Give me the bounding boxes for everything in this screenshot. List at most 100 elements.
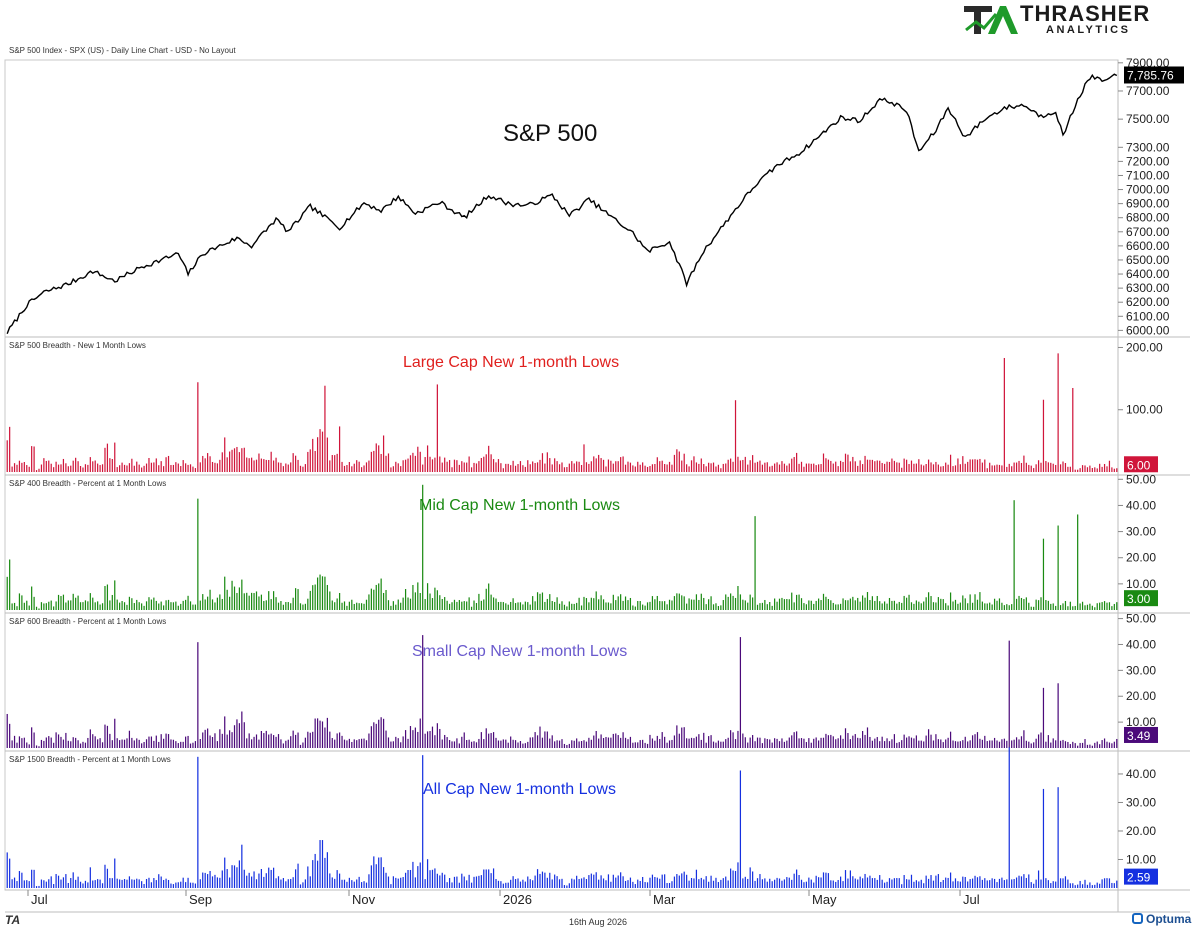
- bar: [175, 462, 177, 472]
- bar: [150, 882, 153, 888]
- bar: [595, 730, 597, 748]
- bar: [908, 594, 910, 610]
- bar: [566, 885, 568, 888]
- bar: [1028, 464, 1030, 472]
- bar: [233, 865, 236, 888]
- bar: [1052, 738, 1054, 748]
- bar: [813, 738, 815, 748]
- bar: [136, 738, 138, 748]
- bar: [1108, 602, 1111, 610]
- bar: [1057, 683, 1059, 748]
- bar: [207, 453, 209, 472]
- bar: [453, 459, 456, 472]
- bar: [840, 735, 842, 748]
- bar: [13, 602, 16, 610]
- bar: [172, 464, 175, 472]
- bar: [649, 877, 651, 888]
- bar: [796, 594, 798, 610]
- bar: [840, 603, 842, 610]
- bar: [935, 734, 937, 748]
- bar: [55, 461, 57, 472]
- bar: [681, 595, 683, 610]
- bar: [302, 742, 304, 748]
- bar: [976, 732, 979, 748]
- bar: [1074, 885, 1076, 888]
- bar: [194, 741, 197, 748]
- bar: [632, 881, 634, 888]
- bar: [791, 458, 793, 472]
- bar: [519, 741, 522, 748]
- bar: [57, 875, 60, 888]
- price-y-tick-label: 7000.00: [1126, 183, 1170, 197]
- bar: [688, 738, 690, 748]
- bar: [1037, 870, 1040, 888]
- bar: [524, 466, 526, 472]
- bar: [666, 742, 668, 748]
- bar: [615, 733, 617, 748]
- bar: [43, 458, 45, 472]
- bar: [849, 739, 851, 748]
- bar: [248, 733, 250, 748]
- bar: [964, 463, 966, 472]
- bar: [847, 878, 849, 888]
- bar: [360, 603, 363, 610]
- bar: [556, 740, 558, 748]
- bar: [302, 882, 304, 888]
- bar: [304, 879, 306, 888]
- bar: [634, 466, 636, 472]
- bar: [908, 879, 910, 888]
- bar: [209, 735, 211, 748]
- bar: [869, 736, 871, 748]
- bar: [527, 602, 529, 610]
- bar: [998, 598, 1001, 610]
- bar: [453, 741, 456, 748]
- bar: [290, 462, 292, 472]
- bar: [221, 598, 223, 610]
- bar: [859, 601, 861, 610]
- bar: [326, 584, 328, 610]
- bar: [661, 601, 663, 610]
- bar: [800, 879, 803, 888]
- bar: [703, 597, 705, 610]
- bar: [683, 871, 685, 888]
- bar: [668, 740, 671, 748]
- bar: [104, 864, 106, 888]
- bar: [314, 718, 316, 748]
- bar: [197, 498, 199, 610]
- bar: [715, 466, 717, 472]
- bar: [448, 603, 451, 610]
- bar: [492, 732, 495, 748]
- bar: [158, 465, 160, 472]
- bar: [742, 878, 744, 888]
- bar: [378, 445, 380, 472]
- bar: [229, 451, 231, 472]
- bar: [109, 458, 111, 472]
- bar: [595, 458, 597, 472]
- bar: [573, 740, 575, 748]
- bar: [940, 598, 942, 610]
- bar: [722, 600, 724, 610]
- bar: [539, 459, 541, 472]
- bar: [312, 731, 314, 748]
- bar-y-tick-label: 40.00: [1126, 767, 1156, 781]
- bar: [715, 603, 717, 610]
- bar: [876, 460, 878, 472]
- bar: [133, 465, 135, 472]
- bar: [1050, 742, 1052, 748]
- bar: [385, 872, 387, 888]
- bar: [114, 442, 116, 472]
- bar: [43, 740, 45, 748]
- bar: [844, 728, 847, 748]
- bar: [226, 734, 228, 748]
- bar: [712, 462, 715, 472]
- bar-y-tick-label: 200.00: [1126, 340, 1163, 354]
- bar: [967, 603, 969, 610]
- bar: [207, 874, 209, 888]
- bar: [175, 882, 177, 888]
- bar: [180, 741, 182, 748]
- bar: [510, 465, 512, 472]
- bar: [1059, 605, 1062, 610]
- bar: [798, 738, 800, 748]
- bar: [849, 870, 851, 888]
- bar: [1089, 603, 1091, 610]
